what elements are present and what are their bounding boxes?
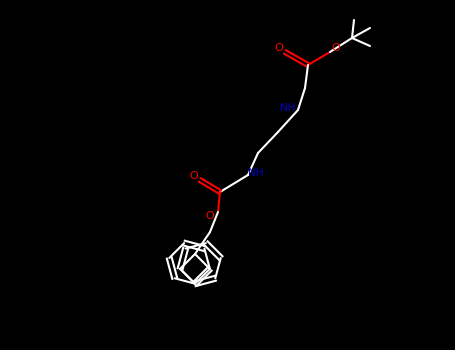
Text: NH: NH bbox=[280, 103, 296, 113]
Text: O: O bbox=[275, 43, 283, 53]
Text: O: O bbox=[190, 171, 198, 181]
Text: O: O bbox=[332, 43, 340, 53]
Text: O: O bbox=[206, 211, 214, 221]
Text: NH: NH bbox=[248, 168, 264, 178]
